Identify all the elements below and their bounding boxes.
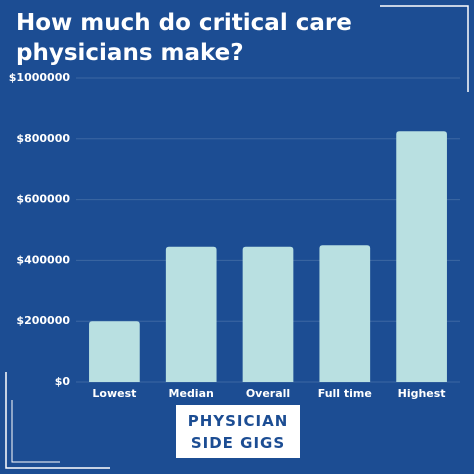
x-tick-label: Full time xyxy=(318,387,372,400)
x-tick-label: Highest xyxy=(398,387,446,400)
x-tick-label: Median xyxy=(169,387,214,400)
x-tick-label: Lowest xyxy=(92,387,136,400)
corner-decoration xyxy=(380,5,469,92)
corner-decoration xyxy=(5,372,110,469)
y-tick-label: $400000 xyxy=(16,253,70,266)
y-tick-label: $1000000 xyxy=(9,71,71,84)
brand-box xyxy=(176,405,300,458)
brand-text: PHYSICIAN xyxy=(188,412,289,430)
y-tick-label: $800000 xyxy=(16,132,70,145)
x-tick-label: Overall xyxy=(246,387,290,400)
y-tick-label: $600000 xyxy=(16,193,70,206)
y-tick-label: $0 xyxy=(55,375,71,388)
corner-decoration xyxy=(11,400,60,463)
y-tick-label: $200000 xyxy=(16,314,70,327)
bar xyxy=(165,246,217,382)
chart-title: How much do critical care xyxy=(16,10,352,36)
brand-text: SIDE GIGS xyxy=(191,434,285,452)
bar xyxy=(242,246,294,382)
bar xyxy=(89,321,140,382)
bar xyxy=(319,245,371,382)
chart-title: physicians make? xyxy=(16,40,244,66)
bar xyxy=(396,131,447,382)
